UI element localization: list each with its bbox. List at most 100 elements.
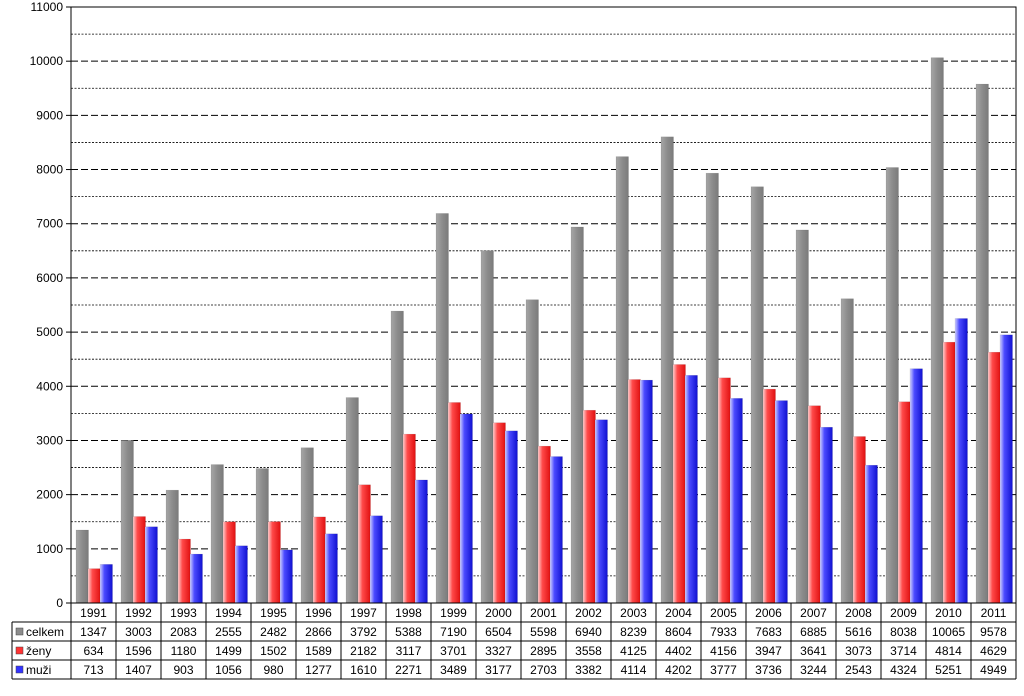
data-label-ženy-2005: 4156 (710, 644, 737, 658)
data-label-celkem-1997: 3792 (350, 625, 377, 639)
category-label-1993: 1993 (170, 606, 197, 620)
data-label-celkem-1994: 2555 (215, 625, 242, 639)
data-label-celkem-2006: 7683 (755, 625, 782, 639)
bar-ženy-1999 (447, 402, 461, 604)
category-label-2006: 2006 (755, 606, 782, 620)
data-label-muži-2000: 3177 (485, 663, 512, 677)
legend-key-celkem (15, 627, 24, 636)
data-label-ženy-2008: 3073 (845, 644, 872, 658)
data-label-ženy-2011: 4629 (980, 644, 1007, 658)
legend-key-ženy (15, 646, 24, 655)
data-label-ženy-2000: 3327 (485, 644, 512, 658)
bar-muži-1998 (414, 479, 428, 604)
data-label-muži-2002: 3382 (575, 663, 602, 677)
bar-ženy-1998 (402, 433, 416, 604)
bar-ženy-1997 (357, 484, 371, 604)
data-label-muži-2009: 4324 (890, 663, 917, 677)
data-label-muži-1998: 2271 (395, 663, 422, 677)
bar-ženy-2008 (852, 436, 866, 604)
category-label-1999: 1999 (440, 606, 467, 620)
data-label-celkem-2001: 5598 (530, 625, 557, 639)
data-label-muži-1999: 3489 (440, 663, 467, 677)
data-label-celkem-2010: 10065 (932, 625, 966, 639)
bar-celkem-1997 (345, 397, 359, 604)
category-label-2007: 2007 (800, 606, 827, 620)
data-label-ženy-1997: 2182 (350, 644, 377, 658)
data-label-muži-2008: 2543 (845, 663, 872, 677)
bar-celkem-2010 (930, 57, 944, 604)
y-tick-label: 4000 (36, 379, 63, 393)
data-label-celkem-1995: 2482 (260, 625, 287, 639)
y-tick-label: 1000 (36, 542, 63, 556)
category-label-2002: 2002 (575, 606, 602, 620)
data-label-ženy-2007: 3641 (800, 644, 827, 658)
data-label-celkem-2000: 6504 (485, 625, 512, 639)
data-label-celkem-2003: 8239 (620, 625, 647, 639)
bar-celkem-2003 (615, 156, 629, 604)
data-label-muži-1996: 1277 (305, 663, 332, 677)
data-label-muži-1991: 713 (83, 663, 103, 677)
data-label-ženy-2010: 4814 (935, 644, 962, 658)
category-label-2011: 2011 (981, 606, 1007, 620)
data-label-ženy-2001: 2895 (530, 644, 557, 658)
bar-ženy-2010 (942, 341, 956, 604)
data-label-muži-1997: 1610 (350, 663, 377, 677)
bar-celkem-2005 (705, 172, 719, 604)
bar-celkem-2011 (975, 83, 989, 604)
bar-celkem-1992 (120, 440, 134, 604)
bar-muži-2000 (504, 430, 518, 604)
bar-celkem-2001 (525, 299, 539, 604)
legend-label-celkem: celkem (26, 625, 64, 639)
bar-ženy-2006 (762, 388, 776, 604)
data-table: 1991 1992 1993 1994 1995 1996 1997 1998 1999 2000… (11, 602, 1017, 680)
bar-celkem-2004 (660, 136, 674, 604)
data-label-celkem-1996: 2866 (305, 625, 332, 639)
bar-ženy-2000 (492, 422, 506, 604)
bar-ženy-2005 (717, 377, 731, 604)
data-label-muži-2006: 3736 (755, 663, 782, 677)
y-tick-label: 2000 (36, 488, 63, 502)
data-label-celkem-2007: 6885 (800, 625, 827, 639)
category-label-2003: 2003 (620, 606, 647, 620)
category-label-2008: 2008 (845, 606, 872, 620)
y-tick-label: 3000 (36, 433, 63, 447)
bar-celkem-1994 (210, 464, 224, 604)
bar-muži-2007 (819, 426, 833, 604)
bars (75, 57, 1013, 604)
bar-ženy-2002 (582, 409, 596, 604)
plot-frame (70, 6, 1017, 604)
category-label-2005: 2005 (710, 606, 737, 620)
data-label-celkem-2011: 9578 (980, 625, 1007, 639)
bar-ženy-2003 (627, 379, 641, 604)
data-label-celkem-1999: 7190 (440, 625, 467, 639)
y-tick-label: 10000 (30, 54, 64, 68)
data-label-muži-2001: 2703 (530, 663, 557, 677)
bar-muži-2002 (594, 419, 608, 604)
bar-muži-1991 (99, 564, 113, 604)
legend-label-ženy: ženy (26, 644, 51, 658)
bar-muži-1999 (459, 413, 473, 604)
plot-border (70, 6, 1017, 604)
bar-ženy-1993 (177, 538, 191, 604)
data-label-ženy-1993: 1180 (171, 644, 197, 658)
category-label-1994: 1994 (215, 606, 242, 620)
data-label-ženy-1996: 1589 (305, 644, 332, 658)
bar-muži-1995 (279, 549, 293, 604)
data-label-ženy-1998: 3117 (396, 644, 422, 658)
data-label-muži-1993: 903 (173, 663, 193, 677)
bar-celkem-1995 (255, 468, 269, 604)
category-label-1992: 1992 (125, 606, 152, 620)
data-label-celkem-1991: 1347 (80, 625, 107, 639)
bar-ženy-1994 (222, 521, 236, 604)
bar-muži-2010 (954, 318, 968, 604)
category-label-1995: 1995 (260, 606, 287, 620)
data-label-celkem-2008: 5616 (845, 625, 872, 639)
y-tick-label: 9000 (36, 108, 63, 122)
bar-ženy-2011 (987, 351, 1001, 604)
bar-muži-1993 (189, 553, 203, 604)
bar-celkem-2000 (480, 250, 494, 604)
bar-celkem-2007 (795, 229, 809, 604)
data-label-celkem-2002: 6940 (575, 625, 602, 639)
data-label-ženy-2003: 4125 (620, 644, 647, 658)
